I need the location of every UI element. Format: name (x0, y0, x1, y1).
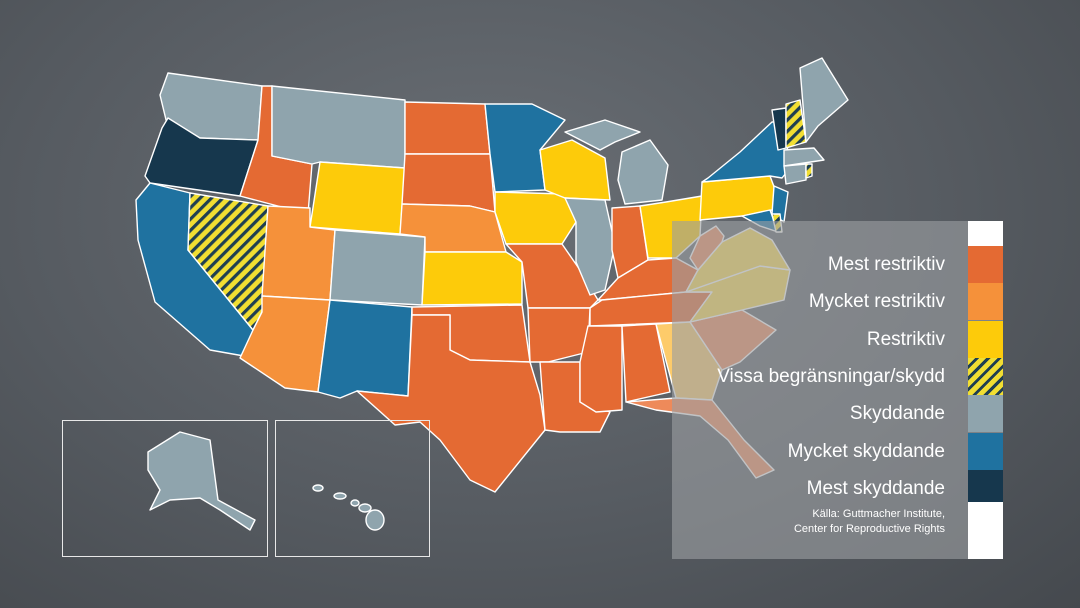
state-wisconsin (539, 139, 611, 201)
state-illinois (564, 197, 616, 296)
state-hawaii (312, 484, 385, 531)
legend-label: Vissa begränsningar/skydd (717, 365, 945, 387)
state-new-mexico (317, 299, 413, 399)
source-line-1: Källa: Guttmacher Institute, (812, 508, 945, 520)
state-mississippi (579, 325, 623, 413)
state-arkansas (527, 307, 591, 363)
legend-swatch (968, 469, 1003, 507)
state-michigan-upper (564, 119, 641, 151)
legend-cap-top (968, 221, 1003, 246)
legend-swatch (968, 395, 1003, 433)
legend-item: Restriktiv (672, 320, 1003, 358)
legend-label: Mycket skyddande (787, 440, 945, 462)
state-massachusetts (783, 147, 825, 167)
state-alaska (147, 431, 256, 531)
state-missouri (505, 243, 599, 309)
state-rhode-island (805, 163, 813, 179)
legend-swatch (968, 246, 1003, 283)
alaska-inset-frame (62, 420, 268, 557)
state-wyoming (309, 161, 406, 235)
state-alabama (621, 323, 671, 403)
hawaii-inset-frame (275, 420, 430, 557)
legend-label: Mest restriktiv (827, 254, 945, 275)
legend-item: Mest restriktiv (672, 246, 1003, 283)
state-maine (799, 57, 849, 143)
legend-swatch (968, 320, 1003, 358)
state-connecticut (783, 163, 807, 185)
legend-item: Mest skyddande (672, 469, 1003, 507)
legend-item: Mycket restriktiv (672, 283, 1003, 321)
legend-source: Källa: Guttmacher Institute, Center for … (794, 507, 945, 537)
legend-panel: Mest restriktiv Mycket restriktiv Restrikt… (672, 221, 1003, 559)
legend-label: Restriktiv (866, 328, 945, 350)
source-line-2: Center for Reproductive Rights (793, 523, 945, 535)
legend-item: Skyddande (672, 395, 1003, 433)
state-colorado (329, 229, 426, 306)
state-iowa (494, 191, 577, 245)
state-kansas (421, 251, 523, 306)
state-montana (271, 85, 406, 169)
legend-swatch (968, 283, 1003, 321)
legend-label: Mest skyddande (806, 477, 945, 499)
state-oregon (144, 117, 259, 197)
legend-swatch (968, 357, 1003, 395)
legend-label: Mycket restriktiv (808, 291, 945, 313)
state-south-dakota (401, 153, 496, 213)
legend-item: Vissa begränsningar/skydd (672, 357, 1003, 395)
legend-item: Mycket skyddande (672, 432, 1003, 470)
legend-cap-bottom (968, 502, 1003, 559)
state-michigan (617, 139, 669, 205)
legend-label: Skyddande (849, 403, 945, 425)
legend-swatch (968, 432, 1003, 470)
state-north-dakota (404, 101, 491, 155)
state-texas (356, 314, 546, 493)
